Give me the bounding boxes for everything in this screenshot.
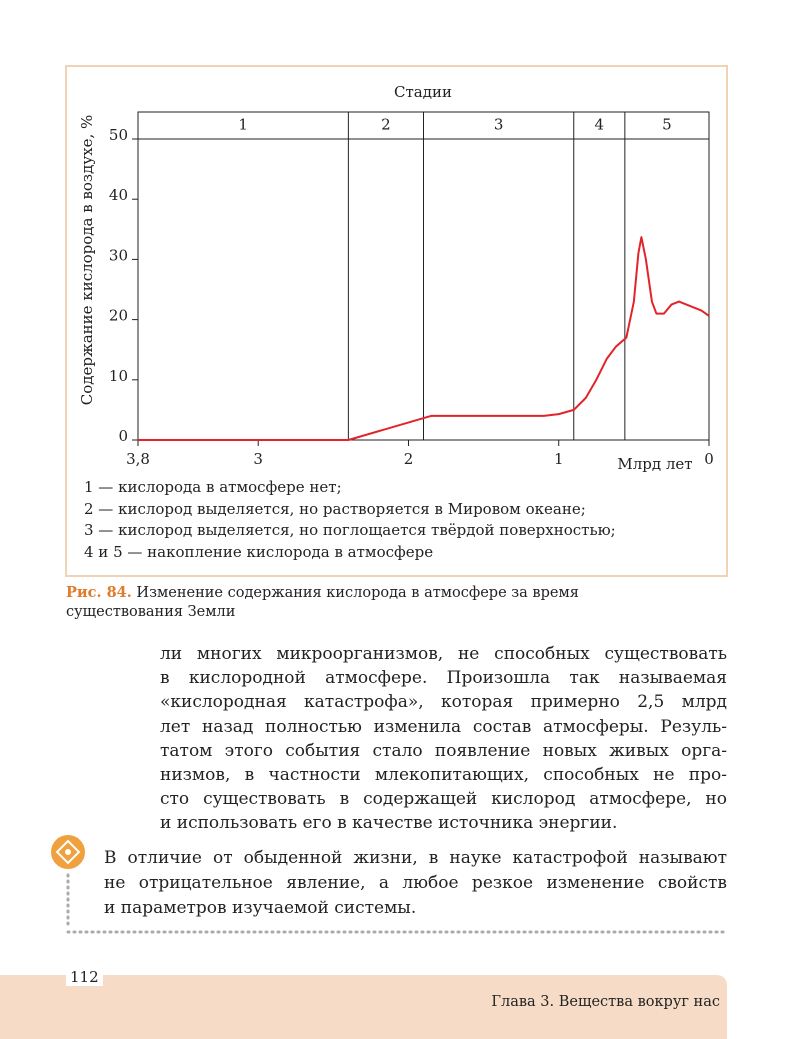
caption-line: существования Земли — [66, 604, 236, 620]
oxygen-line — [138, 236, 710, 441]
y-tick-label: 30 — [109, 246, 128, 264]
body-line: сто существовать в содержащей кислород а… — [160, 789, 727, 810]
x-axis-label: Млрд лет — [617, 455, 692, 473]
y-tick-label: 50 — [109, 126, 128, 144]
page-number: 112 — [66, 968, 103, 986]
body-line: «кислородная катастрофа», которая пример… — [160, 692, 727, 713]
x-tick-label: 0 — [704, 450, 714, 468]
body-line: низмов, в частности млекопитающих, спосо… — [160, 765, 727, 785]
legend-item: 2 — кислород выделяется, но растворяется… — [84, 499, 586, 518]
stage-label: 4 — [595, 116, 605, 134]
y-tick-label: 20 — [109, 307, 128, 325]
chart: Стадии Содержание кислорода в воздухе, %… — [65, 65, 728, 577]
note-line: и параметров изучаемой системы. — [104, 898, 417, 918]
frame — [65, 65, 728, 577]
body-line: лет назад полностью изменила состав атмо… — [160, 716, 727, 737]
footer-band — [0, 975, 727, 1039]
caption-line: Изменение содержания кислорода в атмосфе… — [136, 585, 579, 601]
y-tick-label: 40 — [109, 186, 128, 204]
note-line: не отрицательное явление, а любое резкое… — [104, 873, 727, 893]
note-line: В отличие от обыденной жизни, в науке ка… — [104, 848, 727, 868]
y-tick-label: 10 — [109, 367, 128, 385]
stage-label: 3 — [494, 116, 504, 134]
stage-label: 1 — [238, 116, 248, 134]
legend-item: 1 — кислорода в атмосфере нет; — [84, 478, 342, 496]
y-tick-label: 0 — [118, 427, 128, 445]
x-tick-label: 2 — [404, 450, 414, 468]
body-line: в кислородной атмосфере. Произошла так н… — [160, 668, 727, 689]
x-tick-label: 3,8 — [126, 450, 150, 468]
body-line: ли многих микроорганизмов, не способных … — [160, 644, 727, 664]
y-axis-label: Содержание кислорода в воздухе, % — [78, 115, 96, 406]
x-tick-label: 1 — [554, 450, 564, 468]
caption: Рис. 84. Изменение содержания кислорода … — [66, 584, 579, 601]
caption-label: Рис. 84. — [66, 584, 132, 601]
chapter: Глава 3. Вещества вокруг нас — [491, 994, 720, 1010]
body-line: татом этого события стало появление новы… — [160, 740, 727, 761]
body-line: и использовать его в качестве источника … — [160, 813, 618, 834]
stage-label: 2 — [381, 116, 391, 134]
legend-item: 4 и 5 — накопление кислорода в атмосфере — [84, 542, 434, 561]
note-icon — [51, 835, 85, 869]
x-tick-label: 3 — [253, 450, 263, 468]
icon-shape — [55, 839, 81, 865]
stages-title: Стадии — [394, 83, 452, 101]
legend-item: 3 — кислород выделяется, но поглощается … — [84, 521, 616, 539]
icon-dot — [65, 849, 71, 855]
stage-label: 5 — [662, 116, 672, 134]
